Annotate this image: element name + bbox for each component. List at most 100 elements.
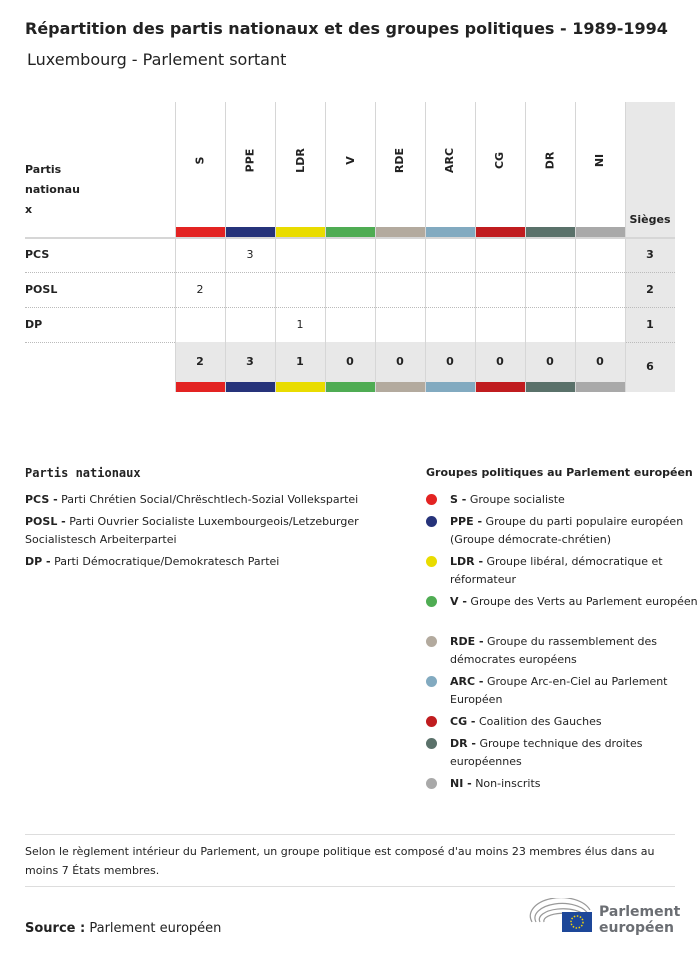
group-code: V [343, 155, 357, 165]
group-name: Coalition des Gauches [479, 715, 602, 728]
group-header: CG [475, 120, 525, 200]
seats-column-bg [625, 102, 675, 392]
seat-cell [175, 237, 225, 272]
group-header: PPE [225, 120, 275, 200]
group-name: Groupe socialiste [469, 493, 565, 506]
groups-legend-title: Groupes politiques au Parlement européen [426, 466, 693, 479]
party-code: DP - [25, 555, 51, 568]
group-code: RDE [393, 147, 407, 173]
column-divider [375, 102, 376, 392]
group-code: PPE - [450, 515, 483, 528]
party-label: POSL [25, 283, 58, 296]
footnote: Selon le règlement intérieur du Parlemen… [25, 845, 655, 877]
group-name: Groupe libéral, démocratique et réformat… [450, 555, 663, 586]
row-header: Partis nationau x [25, 163, 80, 216]
group-color-bar [426, 227, 475, 237]
group-name: Groupe du rassemblement des démocrates e… [450, 635, 657, 666]
group-code: PPE [243, 148, 257, 172]
group-name: Groupe Arc-en-Ciel au Parlement Européen [450, 675, 668, 706]
parties-legend-title: Partis nationaux [25, 466, 141, 480]
seats-header: Sièges [629, 213, 671, 226]
group-total: 2 [196, 355, 204, 368]
group-total: 0 [596, 355, 604, 368]
group-code: NI [593, 153, 607, 167]
row-divider [25, 272, 675, 273]
group-code: CG [493, 151, 507, 169]
group-legend-item: PPE - Groupe du parti populaire européen… [426, 513, 700, 549]
group-color-bar [326, 227, 375, 237]
seat-cell [525, 237, 575, 272]
group-code: ARC [443, 147, 457, 173]
group-code: DR [543, 151, 557, 169]
group-color-bar [576, 382, 625, 392]
color-dot-icon [426, 738, 437, 749]
color-dot-icon [426, 716, 437, 727]
group-name: Groupe du parti populaire européen (Grou… [450, 515, 684, 546]
color-dot-icon [426, 636, 437, 647]
seat-cell [425, 272, 475, 307]
column-divider [575, 102, 576, 392]
column-divider [425, 102, 426, 392]
seat-cell [475, 272, 525, 307]
group-color-bar [326, 382, 375, 392]
group-name: Groupe technique des droites européennes [450, 737, 643, 768]
group-color-bar [576, 227, 625, 237]
column-divider [175, 102, 176, 392]
group-header: DR [525, 120, 575, 200]
party-total: 3 [646, 248, 654, 261]
source: Source : Parlement européen [25, 921, 221, 936]
parliament-logo: Parlement européen [528, 897, 680, 938]
column-divider [225, 102, 226, 392]
color-dot-icon [426, 778, 437, 789]
seat-cell [375, 307, 425, 342]
group-code: V - [450, 595, 467, 608]
group-legend-item: NI - Non-inscrits [426, 775, 700, 793]
seat-cell [425, 307, 475, 342]
group-color-bar [176, 382, 225, 392]
seat-cell [375, 237, 425, 272]
column-divider [275, 102, 276, 392]
party-label: PCS [25, 248, 50, 261]
color-dot-icon [426, 556, 437, 567]
party-legend-item: DP - Parti Démocratique/Demokratesch Par… [25, 553, 365, 571]
seat-cell [575, 307, 625, 342]
group-code: LDR - [450, 555, 484, 568]
seat-cell: 3 [246, 248, 254, 261]
party-code: PCS - [25, 493, 58, 506]
source-text: Parlement européen [89, 921, 222, 936]
party-legend-item: PCS - Parti Chrétien Social/Chrëschtlech… [25, 491, 365, 509]
party-code: POSL - [25, 515, 66, 528]
color-dot-icon [426, 516, 437, 527]
group-header: ARC [425, 120, 475, 200]
source-label: Source : [25, 921, 86, 936]
group-name: Groupe des Verts au Parlement européen [470, 595, 698, 608]
group-header: NI [575, 120, 625, 200]
seat-cell: 1 [296, 318, 304, 331]
group-code: CG - [450, 715, 476, 728]
divider [25, 886, 675, 887]
hemicycle-icon [529, 897, 592, 932]
group-header: LDR [275, 120, 325, 200]
seat-cell [225, 307, 275, 342]
group-legend-item: CG - Coalition des Gauches [426, 713, 700, 731]
group-legend-item: V - Groupe des Verts au Parlement europé… [426, 593, 700, 611]
group-code: DR - [450, 737, 476, 750]
seat-cell [525, 307, 575, 342]
group-code: ARC - [450, 675, 484, 688]
group-code: LDR [293, 147, 307, 173]
divider [25, 834, 675, 835]
seat-cell [225, 272, 275, 307]
column-divider [325, 102, 326, 392]
group-header: RDE [375, 120, 425, 200]
logo-text: Parlement européen [599, 904, 680, 936]
group-color-bar [526, 382, 575, 392]
group-color-bar [176, 227, 225, 237]
chart-title: Répartition des partis nationaux et des … [25, 19, 668, 38]
seat-cell [525, 272, 575, 307]
group-header: V [325, 120, 375, 200]
seat-cell [425, 237, 475, 272]
group-legend-item: ARC - Groupe Arc-en-Ciel au Parlement Eu… [426, 673, 700, 709]
seat-cell [275, 272, 325, 307]
seat-cell [175, 307, 225, 342]
